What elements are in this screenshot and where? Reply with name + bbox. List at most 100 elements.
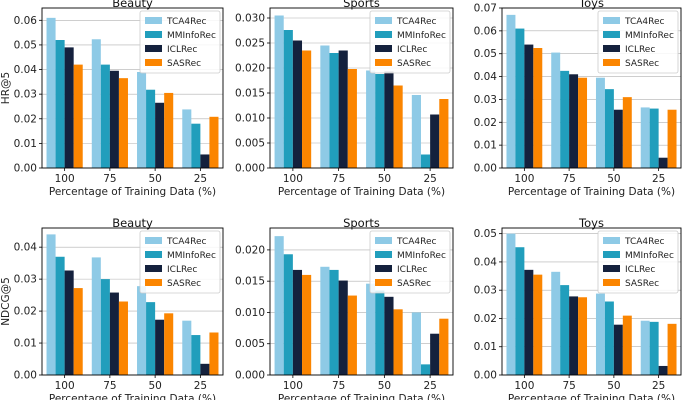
- bar-mminforec-100: [55, 256, 65, 375]
- bar-sasrec-50: [164, 313, 174, 375]
- x-tick-label: 75: [103, 173, 116, 185]
- legend-swatch-sasrec: [603, 279, 620, 286]
- bar-mminforec-75: [100, 279, 110, 375]
- bar-iclrec-25: [200, 363, 210, 375]
- y-tick-label: 0.025: [235, 38, 265, 50]
- legend-label: ICLRec: [167, 45, 197, 55]
- legend-label: TCA4Rec: [624, 237, 665, 247]
- legend-box: [139, 230, 221, 294]
- plot-frame: [269, 227, 454, 376]
- x-tick-label: 100: [283, 380, 303, 392]
- legend: TCA4Rec MMInfoRec ICLRec SASRec: [139, 230, 221, 294]
- x-tick-label: 75: [562, 173, 575, 185]
- legend-swatch-mminforec: [375, 31, 392, 38]
- bar-mminforec-100: [515, 247, 525, 375]
- bar-iclrec-75: [338, 280, 348, 375]
- legend-label: MMInfoRec: [167, 31, 216, 41]
- bar-mminforec-75: [560, 285, 570, 375]
- bar-mminforec-25: [191, 123, 201, 168]
- legend-label: TCA4Rec: [396, 17, 437, 27]
- bar-tca4rec-50: [595, 293, 605, 375]
- y-tick-label: 0.000: [235, 163, 265, 175]
- bar-iclrec-75: [338, 50, 348, 168]
- bar-sasrec-25: [209, 332, 219, 375]
- bar-tca4rec-50: [137, 286, 147, 375]
- x-tick-label: 25: [652, 380, 665, 392]
- y-tick-label: 0.07: [474, 3, 497, 15]
- legend-swatch-iclrec: [375, 45, 392, 52]
- y-tick-label: 0.01: [474, 341, 497, 353]
- bar-sasrec-50: [164, 92, 174, 168]
- legend: TCA4Rec MMInfoRec ICLRec SASRec: [369, 10, 451, 74]
- legend-swatch-tca4rec: [603, 237, 620, 244]
- legend-box: [139, 10, 221, 74]
- chart-title: Sports: [343, 0, 380, 10]
- bar-tca4rec-25: [640, 320, 650, 375]
- chart-panel-1: 0.00 0.01 0.02 0.03 0.04 0.05 0.06 100 75 50 25 Bea…: [0, 0, 224, 198]
- bar-tca4rec-75: [320, 266, 330, 375]
- x-tick-label: 75: [332, 173, 345, 185]
- chart-panel-3: 0.00 0.01 0.02 0.03 0.04 0.05 0.06 0.07 100 75 50 2…: [474, 0, 682, 198]
- y-tick-label: 0.005: [235, 138, 265, 150]
- x-tick-label: 75: [103, 380, 116, 392]
- chart-title: Toys: [578, 216, 604, 230]
- bar-iclrec-75: [569, 74, 579, 168]
- y-tick-label: 0.04: [474, 256, 498, 268]
- bar-tca4rec-100: [274, 236, 284, 375]
- bar-sasrec-25: [667, 323, 677, 375]
- y-axis-label: HR@5: [0, 72, 12, 104]
- bar-mminforec-50: [375, 290, 385, 375]
- legend: TCA4Rec MMInfoRec ICLRec SASRec: [597, 230, 679, 294]
- bar-iclrec-50: [384, 296, 394, 375]
- bar-tca4rec-25: [411, 312, 421, 375]
- bar-iclrec-50: [155, 102, 165, 168]
- y-tick-label: 0.06: [474, 25, 498, 37]
- bar-mminforec-100: [55, 40, 65, 168]
- legend-swatch-iclrec: [145, 45, 162, 52]
- chart-title: Beauty: [112, 0, 153, 10]
- legend-swatch-sasrec: [375, 59, 392, 66]
- bar-mminforec-50: [146, 302, 156, 375]
- x-tick-label: 50: [378, 173, 391, 185]
- x-axis-label: Percentage of Training Data (%): [278, 186, 445, 198]
- legend-swatch-iclrec: [375, 265, 392, 272]
- bar-mminforec-75: [100, 64, 110, 168]
- x-axis-label: Percentage of Training Data (%): [49, 393, 216, 400]
- chart-panel-4: 0.00 0.01 0.02 0.03 0.04 100 75 50 25 Beauty Perce…: [0, 216, 224, 400]
- y-tick-label: 0.02: [14, 113, 37, 125]
- x-tick-label: 50: [148, 173, 161, 185]
- y-tick-label: 0.000: [235, 370, 265, 382]
- legend-label: SASRec: [167, 59, 201, 69]
- x-tick-label: 25: [194, 380, 207, 392]
- bar-iclrec-25: [200, 154, 210, 168]
- y-tick-label: 0.05: [474, 228, 497, 240]
- bar-sasrec-50: [393, 309, 403, 375]
- y-tick-label: 0.030: [235, 13, 265, 25]
- bar-tca4rec-100: [506, 14, 516, 168]
- bar-iclrec-50: [613, 324, 623, 375]
- legend-swatch-tca4rec: [145, 237, 162, 244]
- legend-label: ICLRec: [167, 265, 197, 275]
- bar-iclrec-50: [613, 109, 623, 168]
- legend-swatch-tca4rec: [145, 17, 162, 24]
- bar-iclrec-100: [524, 44, 534, 169]
- x-axis-label: Percentage of Training Data (%): [278, 393, 445, 400]
- legend: TCA4Rec MMInfoRec ICLRec SASRec: [369, 230, 451, 294]
- legend-label: ICLRec: [625, 265, 655, 275]
- legend-label: ICLRec: [397, 265, 427, 275]
- plot-frame: [501, 7, 682, 169]
- legend-swatch-iclrec: [603, 265, 620, 272]
- legend-swatch-mminforec: [603, 31, 620, 38]
- y-tick-label: 0.02: [14, 306, 37, 318]
- legend-swatch-mminforec: [375, 251, 392, 258]
- chart-panel-2: 0.000 0.005 0.010 0.015 0.020 0.025 0.030 100 75…: [235, 0, 454, 198]
- bar-tca4rec-25: [182, 320, 192, 375]
- legend-swatch-sasrec: [603, 59, 620, 66]
- x-tick-label: 25: [423, 380, 436, 392]
- legend-label: TCA4Rec: [624, 17, 665, 27]
- bar-sasrec-75: [578, 77, 588, 168]
- bar-mminforec-100: [283, 254, 293, 375]
- y-tick-label: 0.05: [474, 48, 497, 60]
- y-tick-label: 0.03: [14, 89, 37, 101]
- bar-sasrec-100: [73, 64, 83, 168]
